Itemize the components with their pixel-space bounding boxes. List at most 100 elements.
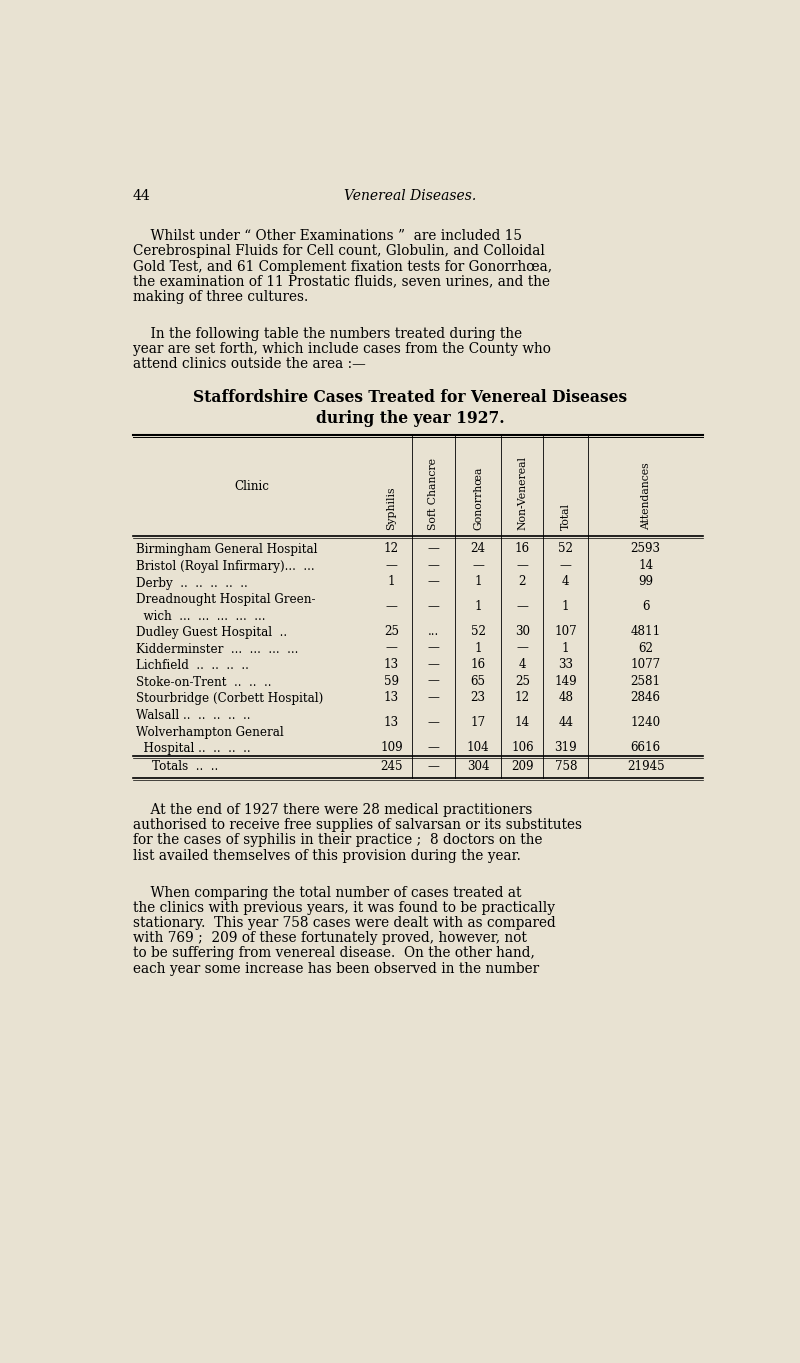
Text: Syphilis: Syphilis: [386, 487, 397, 530]
Text: attend clinics outside the area :—: attend clinics outside the area :—: [133, 357, 366, 371]
Text: Staffordshire Cases Treated for Venereal Diseases: Staffordshire Cases Treated for Venereal…: [193, 390, 627, 406]
Text: —: —: [427, 600, 439, 613]
Text: list availed themselves of this provision during the year.: list availed themselves of this provisio…: [133, 849, 521, 863]
Text: 25: 25: [384, 626, 399, 638]
Text: 1: 1: [387, 575, 395, 589]
Text: —: —: [427, 575, 439, 589]
Text: 21945: 21945: [626, 761, 665, 773]
Text: Total: Total: [561, 503, 570, 530]
Text: Dreadnought Hospital Green-: Dreadnought Hospital Green-: [137, 593, 316, 607]
Text: 2593: 2593: [630, 542, 661, 555]
Text: 2: 2: [518, 575, 526, 589]
Text: —: —: [386, 559, 398, 571]
Text: —: —: [427, 716, 439, 729]
Text: 65: 65: [470, 675, 486, 687]
Text: Gonorrhœa: Gonorrhœa: [474, 468, 483, 530]
Text: 52: 52: [470, 626, 486, 638]
Text: 1: 1: [474, 600, 482, 613]
Text: with 769 ;  209 of these fortunately proved, however, not: with 769 ; 209 of these fortunately prov…: [133, 931, 526, 946]
Text: Soft Chancre: Soft Chancre: [428, 458, 438, 530]
Text: —: —: [427, 761, 439, 773]
Text: 59: 59: [384, 675, 399, 687]
Text: Derby  ..  ..  ..  ..  ..: Derby .. .. .. .. ..: [137, 577, 248, 590]
Text: At the end of 1927 there were 28 medical practitioners: At the end of 1927 there were 28 medical…: [133, 803, 532, 816]
Text: Stourbridge (Corbett Hospital): Stourbridge (Corbett Hospital): [137, 692, 324, 706]
Text: 62: 62: [638, 642, 653, 654]
Text: each year some increase has been observed in the number: each year some increase has been observe…: [133, 962, 538, 976]
Text: to be suffering from venereal disease.  On the other hand,: to be suffering from venereal disease. O…: [133, 946, 534, 961]
Text: 14: 14: [515, 716, 530, 729]
Text: 23: 23: [470, 691, 486, 705]
Text: Wolverhampton General: Wolverhampton General: [137, 725, 284, 739]
Text: —: —: [427, 642, 439, 654]
Text: 25: 25: [515, 675, 530, 687]
Text: Whilst under “ Other Examinations ”  are included 15: Whilst under “ Other Examinations ” are …: [133, 229, 522, 243]
Text: 209: 209: [511, 761, 534, 773]
Text: 16: 16: [470, 658, 486, 671]
Text: 12: 12: [515, 691, 530, 705]
Text: 6616: 6616: [630, 741, 661, 754]
Text: 109: 109: [380, 741, 402, 754]
Text: 319: 319: [554, 741, 577, 754]
Text: 52: 52: [558, 542, 574, 555]
Text: year are set forth, which include cases from the County who: year are set forth, which include cases …: [133, 342, 550, 356]
Text: —: —: [472, 559, 484, 571]
Text: 13: 13: [384, 716, 399, 729]
Text: 44: 44: [133, 189, 150, 203]
Text: 6: 6: [642, 600, 650, 613]
Text: —: —: [560, 559, 572, 571]
Text: making of three cultures.: making of three cultures.: [133, 290, 308, 304]
Text: 106: 106: [511, 741, 534, 754]
Text: 1: 1: [474, 575, 482, 589]
Text: Bristol (Royal Infirmary)...  ...: Bristol (Royal Infirmary)... ...: [137, 560, 315, 572]
Text: Kidderminster  ...  ...  ...  ...: Kidderminster ... ... ... ...: [137, 643, 299, 656]
Text: —: —: [427, 691, 439, 705]
Text: authorised to receive free supplies of salvarsan or its substitutes: authorised to receive free supplies of s…: [133, 818, 582, 833]
Text: Lichfield  ..  ..  ..  ..: Lichfield .. .. .. ..: [137, 660, 250, 672]
Text: for the cases of syphilis in their practice ;  8 doctors on the: for the cases of syphilis in their pract…: [133, 833, 542, 848]
Text: —: —: [427, 559, 439, 571]
Text: 13: 13: [384, 691, 399, 705]
Text: When comparing the total number of cases treated at: When comparing the total number of cases…: [133, 886, 521, 900]
Text: 16: 16: [515, 542, 530, 555]
Text: Dudley Guest Hospital  ..: Dudley Guest Hospital ..: [137, 626, 287, 639]
Text: —: —: [427, 658, 439, 671]
Text: —: —: [427, 741, 439, 754]
Text: Stoke-on-Trent  ..  ..  ..: Stoke-on-Trent .. .. ..: [137, 676, 272, 688]
Text: ...: ...: [428, 626, 439, 638]
Text: Clinic: Clinic: [234, 480, 270, 492]
Text: 30: 30: [515, 626, 530, 638]
Text: 1240: 1240: [630, 716, 661, 729]
Text: wich  ...  ...  ...  ...  ...: wich ... ... ... ... ...: [137, 609, 266, 623]
Text: 107: 107: [554, 626, 577, 638]
Text: Cerebrospinal Fluids for Cell count, Globulin, and Colloidal: Cerebrospinal Fluids for Cell count, Glo…: [133, 244, 545, 258]
Text: 99: 99: [638, 575, 653, 589]
Text: 17: 17: [470, 716, 486, 729]
Text: 2581: 2581: [630, 675, 661, 687]
Text: the examination of 11 Prostatic fluids, seven urines, and the: the examination of 11 Prostatic fluids, …: [133, 275, 550, 289]
Text: 44: 44: [558, 716, 574, 729]
Text: —: —: [517, 600, 528, 613]
Text: —: —: [427, 542, 439, 555]
Text: Attendances: Attendances: [641, 463, 650, 530]
Text: Non-Venereal: Non-Venereal: [518, 457, 527, 530]
Text: —: —: [517, 642, 528, 654]
Text: 149: 149: [554, 675, 577, 687]
Text: 1077: 1077: [630, 658, 661, 671]
Text: 245: 245: [380, 761, 402, 773]
Text: 1: 1: [474, 642, 482, 654]
Text: during the year 1927.: during the year 1927.: [316, 410, 504, 427]
Text: 2846: 2846: [630, 691, 661, 705]
Text: —: —: [427, 675, 439, 687]
Text: Venereal Diseases.: Venereal Diseases.: [344, 189, 476, 203]
Text: 33: 33: [558, 658, 574, 671]
Text: Walsall ..  ..  ..  ..  ..: Walsall .. .. .. .. ..: [137, 709, 251, 722]
Text: —: —: [386, 642, 398, 654]
Text: 48: 48: [558, 691, 574, 705]
Text: 13: 13: [384, 658, 399, 671]
Text: 4811: 4811: [630, 626, 661, 638]
Text: In the following table the numbers treated during the: In the following table the numbers treat…: [133, 327, 522, 341]
Text: 14: 14: [638, 559, 653, 571]
Text: 304: 304: [467, 761, 490, 773]
Text: Totals  ..  ..: Totals .. ..: [152, 761, 218, 773]
